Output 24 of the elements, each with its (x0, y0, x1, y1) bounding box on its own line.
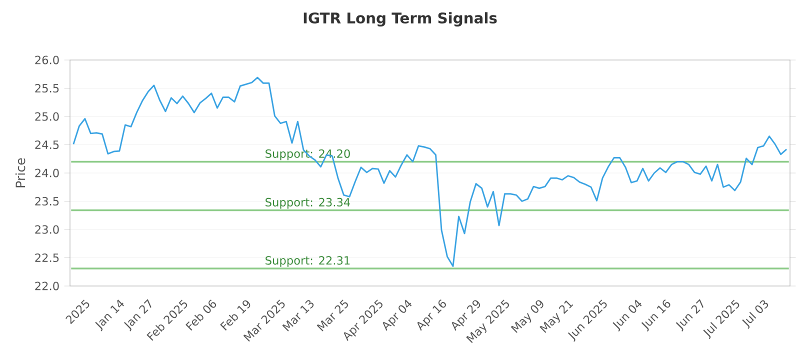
x-tick-label: Mar 25 (316, 300, 348, 332)
x-tick-label: Jan 14 (95, 300, 124, 332)
y-tick-label: 22.0 (35, 282, 59, 290)
ref-line-label: Support: 22.31 (266, 256, 350, 267)
y-tick-label: 23.0 (35, 225, 59, 234)
y-tick-label: 24.0 (35, 168, 59, 178)
x-tick-label: Feb 06 (186, 300, 216, 331)
x-tick-label: Jun 16 (641, 299, 670, 332)
chart-title: IGTR Long Term Signals (304, 12, 497, 26)
y-tick-label: 25.0 (35, 112, 59, 121)
x-tick-label: Feb 19 (220, 300, 250, 331)
y-tick-label: 26.0 (35, 56, 59, 64)
x-tick-label: Apr 16 (417, 299, 446, 331)
x-tick-label: Apr 04 (382, 300, 412, 331)
x-tick-label: Jul 03 (742, 300, 768, 329)
y-tick-label: 22.5 (35, 253, 59, 262)
y-tick-label: 23.5 (35, 196, 59, 206)
y-axis-title: Price (15, 158, 26, 188)
ref-line-label: Support: 23.34 (266, 198, 350, 209)
x-tick-label: Jun 27 (676, 299, 704, 332)
x-tick-label: Jan 27 (124, 299, 152, 332)
x-tick-label: Jun 04 (612, 300, 642, 332)
y-tick-label: 25.5 (35, 84, 59, 93)
y-tick-label: 24.5 (35, 140, 59, 150)
